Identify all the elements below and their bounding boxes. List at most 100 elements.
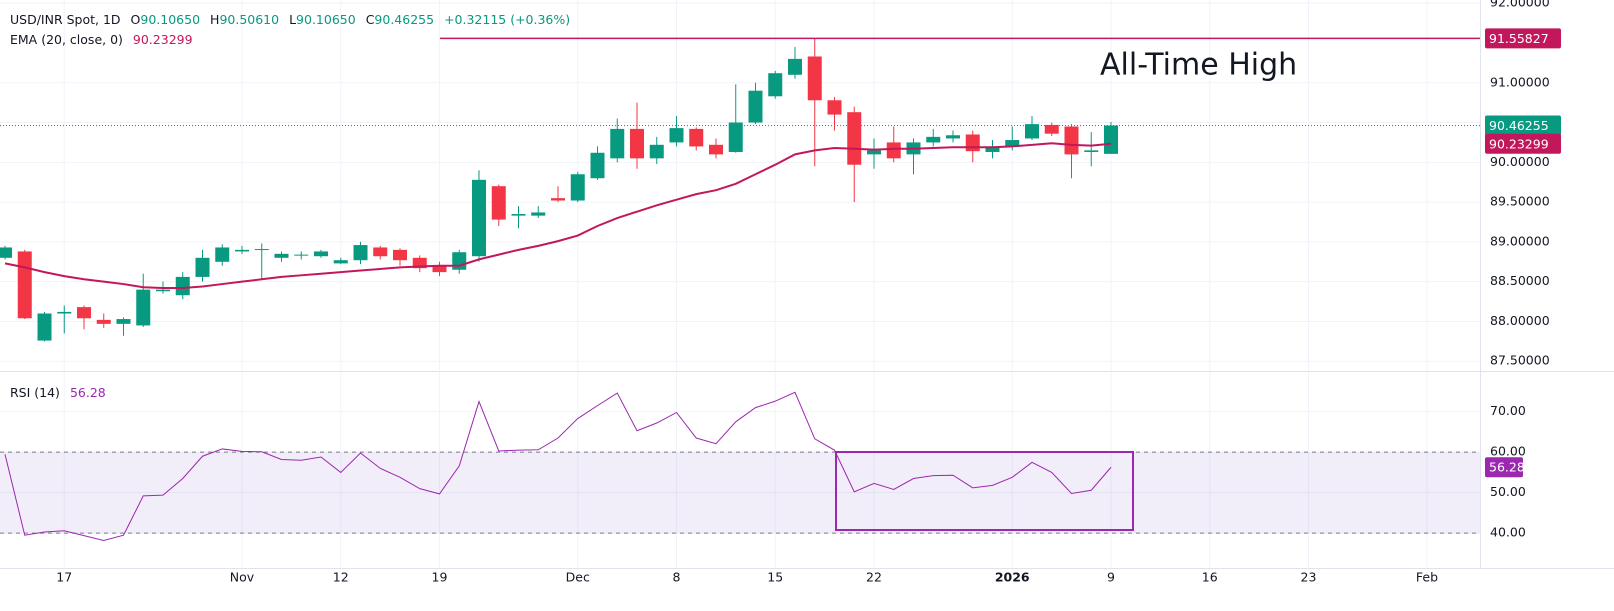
quote-value: 90.10650 <box>296 12 356 27</box>
candle-body <box>77 307 91 319</box>
x-tick-label: 12 <box>333 570 349 585</box>
x-tick-label: Dec <box>566 570 590 585</box>
candle-body <box>432 265 447 273</box>
candle-body <box>156 289 170 292</box>
symbol-title: USD/INR Spot, 1D <box>10 12 121 27</box>
candle-body <box>175 276 190 296</box>
candle-body <box>136 289 151 326</box>
candle-body <box>353 245 368 261</box>
candle-body <box>709 144 723 155</box>
price-badge <box>1485 115 1561 136</box>
price-badge <box>1485 133 1561 154</box>
y-tick-label: 88.50000 <box>1490 273 1550 288</box>
candle-body <box>491 186 506 220</box>
candle-body <box>946 135 960 139</box>
candle-body <box>314 251 328 257</box>
legend-rsi: RSI (14) 56.28 <box>10 385 106 400</box>
candle-body <box>294 254 309 256</box>
y-tick-label: 92.00000 <box>1490 0 1550 10</box>
x-tick-label: 17 <box>56 570 72 585</box>
candle-body <box>748 90 763 123</box>
candle-body <box>847 112 862 165</box>
candle-body <box>472 179 486 257</box>
candle-body <box>96 319 111 324</box>
ema-line <box>4 142 1112 290</box>
candle-body <box>1104 125 1118 154</box>
ema-value: 90.23299 <box>133 32 193 47</box>
candle-body <box>1084 150 1099 152</box>
candle-body <box>669 128 684 143</box>
price-badge <box>1485 28 1561 49</box>
candle-body <box>867 150 881 155</box>
y-tick-label: 90.00000 <box>1490 154 1550 169</box>
candle-body <box>1025 124 1039 139</box>
rsi-band <box>0 452 1480 534</box>
legend-ema: EMA (20, close, 0) 90.23299 <box>10 32 193 47</box>
quote-value: 90.46255 <box>374 12 434 27</box>
candle-body <box>551 198 565 201</box>
quote-value: 90.50610 <box>219 12 279 27</box>
quote-value: 90.10650 <box>140 12 200 27</box>
candle-body <box>511 214 526 216</box>
x-tick-label: Nov <box>230 570 255 585</box>
candle-body <box>807 56 822 101</box>
price-badge-label: 90.23299 <box>1489 136 1549 151</box>
candle-body <box>116 319 131 324</box>
rsi-line <box>4 391 1112 541</box>
candle-body <box>570 174 585 201</box>
quote-change: +0.32115 (+0.36%) <box>444 12 570 27</box>
ema-name: EMA (20, close, 0) <box>10 32 123 47</box>
candle-body <box>373 247 388 257</box>
annotation: All-Time High <box>1100 48 1297 83</box>
x-tick-label: 19 <box>432 570 448 585</box>
candle-body <box>590 152 605 179</box>
price-badge-label: 90.46255 <box>1489 118 1549 133</box>
x-tick-label: 2026 <box>995 570 1030 585</box>
candle-body <box>689 128 704 147</box>
candle-body <box>37 313 52 341</box>
candle-body <box>274 253 289 258</box>
candle-body <box>17 251 32 319</box>
x-tick-label: 8 <box>673 570 681 585</box>
candle-body <box>333 260 348 264</box>
candle-body <box>254 249 269 251</box>
candle-body <box>393 249 407 261</box>
candle-body <box>649 144 664 159</box>
candle-body <box>1064 126 1079 155</box>
quote-label: H <box>210 12 219 27</box>
candle-body <box>195 257 210 277</box>
price-badge <box>1485 457 1523 478</box>
candle-body <box>0 247 12 258</box>
x-tick-label: Feb <box>1416 570 1438 585</box>
candle-body <box>1005 140 1020 147</box>
y-tick-label: 50.00 <box>1490 484 1526 499</box>
candle-body <box>768 73 783 97</box>
x-tick-label: 22 <box>866 570 882 585</box>
y-tick-label: 87.50000 <box>1490 353 1550 368</box>
candle-body <box>57 311 72 314</box>
range-box <box>835 451 1134 531</box>
candle-body <box>1044 124 1059 134</box>
price-badge-label: 91.55827 <box>1489 31 1549 46</box>
y-tick-label: 40.00 <box>1490 525 1526 540</box>
x-tick-label: 23 <box>1301 570 1317 585</box>
plot-layer <box>0 0 1480 568</box>
quote-label: C <box>366 12 375 27</box>
legend-main: USD/INR Spot, 1D O90.10650 H90.50610 L90… <box>10 12 570 27</box>
candle-body <box>728 122 743 152</box>
price-badge-label: 56.28 <box>1489 460 1525 475</box>
y-tick-label: 89.00000 <box>1490 233 1550 248</box>
y-tick-label: 91.00000 <box>1490 74 1550 89</box>
x-tick-label: 15 <box>767 570 783 585</box>
rsi-value: 56.28 <box>70 385 106 400</box>
candle-body <box>412 257 427 269</box>
quote-label: O <box>131 12 141 27</box>
candle-body <box>452 252 467 270</box>
y-tick-label: 70.00 <box>1490 403 1526 418</box>
candle-body <box>926 136 941 143</box>
candle-body <box>531 212 546 216</box>
quote-label: L <box>289 12 296 27</box>
candle-body <box>610 128 625 159</box>
x-tick-label: 16 <box>1202 570 1218 585</box>
